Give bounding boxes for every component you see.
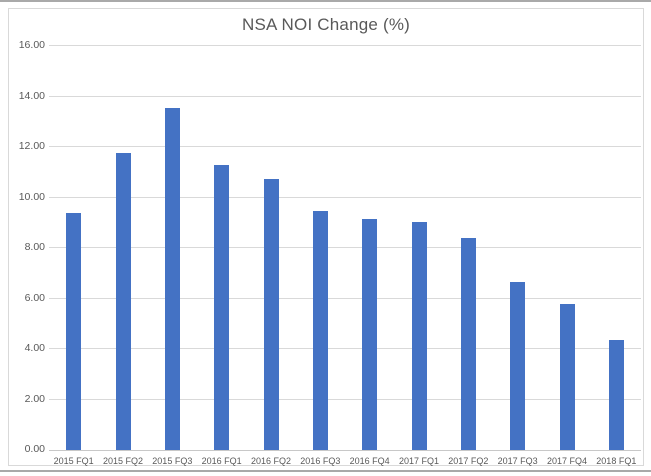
bar-2017-fq3[interactable] — [510, 282, 526, 450]
x-tick-label: 2016 FQ3 — [300, 456, 341, 466]
x-tick-label: 2015 FQ2 — [102, 456, 143, 466]
x-tick-label: 2016 FQ1 — [201, 456, 242, 466]
worksheet-rule-top — [0, 0, 651, 2]
bar-2017-fq1[interactable] — [411, 221, 427, 450]
bar-2018-fq1[interactable] — [608, 340, 624, 450]
bar-2016-fq4[interactable] — [362, 218, 378, 450]
gridline — [49, 398, 641, 400]
gridline — [49, 146, 641, 147]
x-tick-label: 2017 FQ1 — [398, 456, 439, 466]
gridline — [49, 196, 641, 198]
bar-2016-fq2[interactable] — [263, 178, 279, 450]
bar-2016-fq3[interactable] — [312, 211, 328, 450]
y-tick-label: 6.00 — [24, 291, 45, 304]
gridline — [49, 348, 641, 349]
x-tick-label: 2017 FQ3 — [497, 456, 538, 466]
bar-2017-fq2[interactable] — [460, 237, 476, 450]
y-tick-label: 4.00 — [24, 342, 45, 354]
x-tick-label: 2017 FQ2 — [448, 456, 489, 466]
x-tick-label: 2018 FQ1 — [596, 456, 637, 466]
y-tick-label: 0.00 — [24, 443, 45, 455]
x-tick-label: 2015 FQ1 — [53, 456, 94, 466]
x-tick-label: 2016 FQ4 — [349, 456, 390, 466]
x-tick-label: 2017 FQ4 — [546, 456, 587, 466]
plot-area — [49, 45, 641, 451]
bar-2017-fq4[interactable] — [559, 303, 575, 450]
x-tick-label: 2016 FQ2 — [250, 456, 291, 466]
gridline — [49, 95, 641, 97]
bar-2015-fq2[interactable] — [115, 153, 131, 450]
y-tick-label: 8.00 — [24, 241, 45, 253]
bar-2016-fq1[interactable] — [214, 164, 230, 450]
chart-title: NSA NOI Change (%) — [242, 15, 410, 34]
bar-2015-fq1[interactable] — [66, 212, 82, 450]
gridline — [49, 247, 641, 248]
x-tick-label: 2015 FQ3 — [152, 456, 193, 466]
y-tick-label: 16.00 — [18, 39, 45, 51]
y-tick-label: 12.00 — [18, 140, 45, 152]
bar-2015-fq3[interactable] — [164, 107, 180, 450]
gridline — [49, 45, 641, 46]
y-tick-label: 10.00 — [18, 190, 45, 203]
y-tick-label: 2.00 — [24, 392, 45, 405]
chart-area[interactable]: NSA NOI Change (%) 0.00 2.00 4.00 6.00 8.00 1… — [8, 8, 644, 466]
worksheet-rule-bottom — [0, 470, 651, 472]
gridline — [49, 297, 641, 299]
y-tick-label: 14.00 — [18, 89, 45, 102]
